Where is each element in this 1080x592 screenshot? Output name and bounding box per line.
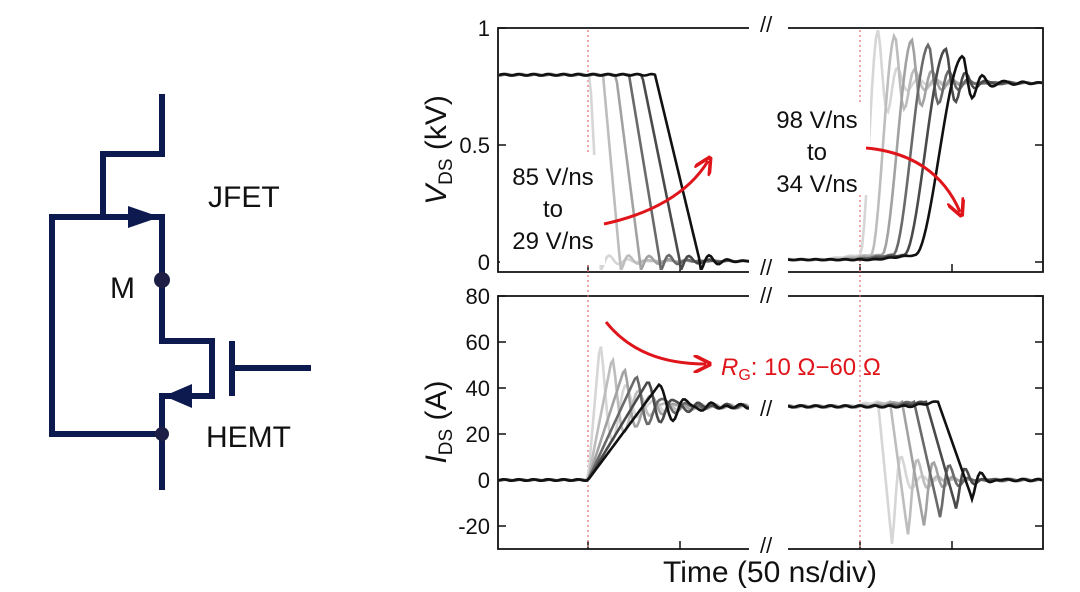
rg-range-label: RG: 10 Ω−60 Ω xyxy=(721,354,881,384)
cascode-circuit xyxy=(49,94,311,490)
vds-turn-off-trace-rg-60 xyxy=(499,72,749,270)
bottom-y-axis-label-main: I xyxy=(420,455,453,463)
bottom-y-axis-label: IDS (A) xyxy=(420,380,457,463)
jfet-channel xyxy=(103,214,165,280)
rg-subscript: G xyxy=(738,367,750,384)
rg-range-text: : 10 Ω−60 Ω xyxy=(751,354,881,381)
jfet-label: JFET xyxy=(208,181,280,214)
ids-turn-on-trace-rg-60 xyxy=(788,400,1043,504)
axis-break-mark: // xyxy=(760,255,773,280)
turn-off-rate-high: 85 V/ns xyxy=(512,164,593,191)
axis-break-mark: // xyxy=(760,12,773,37)
bottom-y-axis-label-sub: DS xyxy=(436,429,457,455)
top-left-frame xyxy=(497,27,749,273)
top-right-frame xyxy=(788,27,1044,273)
top-y-axis-label-sub: DS xyxy=(436,158,457,184)
y-tick-label: 20 xyxy=(466,422,490,447)
node-source-dot xyxy=(155,427,169,441)
ids-turn-off-trace-rg-10 xyxy=(499,346,749,483)
bottom-y-axis-label-unit: (A) xyxy=(420,380,453,428)
y-tick-label: -20 xyxy=(458,514,490,539)
turn-on-trend-arrow xyxy=(865,146,960,212)
bottom-right-frame xyxy=(788,295,1044,550)
y-tick-label: 0 xyxy=(478,468,490,493)
axis-break-mark: // xyxy=(760,533,773,558)
turn-off-annotation-bg xyxy=(500,155,605,265)
turn-on-rate-to: to xyxy=(807,139,827,166)
node-m-label: M xyxy=(110,272,135,305)
vds-turn-on-trace-rg-60 xyxy=(788,54,1043,262)
rg-symbol: R xyxy=(721,354,738,381)
ids-turn-off-trace-rg-40 xyxy=(499,375,749,483)
rg-trend-arrow xyxy=(604,321,706,364)
top-y-axis-label-unit: (kV) xyxy=(420,95,453,158)
y-tick-label: 60 xyxy=(466,330,490,355)
hemt-drain-wire xyxy=(159,280,215,490)
turn-off-rate-low: 29 V/ns xyxy=(512,228,593,255)
node-m-dot xyxy=(154,272,170,288)
top-y-axis-label: VDS (kV) xyxy=(420,95,457,205)
turn-off-rate-to: to xyxy=(543,196,563,223)
ids-turn-on-trace-rg-50 xyxy=(788,400,1043,509)
turn-on-rate-low: 34 V/ns xyxy=(776,171,857,198)
axis-break-mark: // xyxy=(760,396,773,421)
drain-wire xyxy=(100,94,165,217)
y-tick-label: 0 xyxy=(478,250,490,275)
y-tick-label: 40 xyxy=(466,376,490,401)
turn-on-rate-high: 98 V/ns xyxy=(776,107,857,134)
y-tick-label: 0.5 xyxy=(459,133,490,158)
x-axis-label: Time (50 ns/div) xyxy=(663,556,877,589)
top-y-axis-label-main: V xyxy=(420,182,453,205)
jfet-arrow-icon xyxy=(128,206,160,228)
ids-turn-on-trace-rg-40 xyxy=(788,399,1043,518)
turn-off-trend-arrow xyxy=(603,161,708,226)
y-tick-label: 80 xyxy=(466,284,490,309)
jfet-gate-loop-wire xyxy=(49,214,162,437)
axis-break-mark: // xyxy=(760,283,773,308)
ids-turn-off-trace-rg-60 xyxy=(499,382,749,483)
hemt-label: HEMT xyxy=(206,421,291,454)
turn-on-annotation-bg xyxy=(760,105,870,195)
bottom-left-frame xyxy=(497,295,749,550)
hemt-arrow-icon xyxy=(164,384,192,408)
y-tick-label: 1 xyxy=(478,16,490,41)
